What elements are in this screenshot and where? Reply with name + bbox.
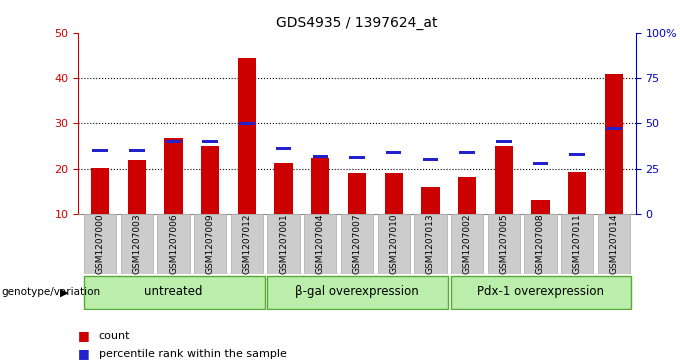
Bar bbox=[606, 127, 622, 130]
Bar bbox=[569, 153, 585, 156]
Bar bbox=[313, 155, 328, 158]
Bar bbox=[267, 214, 300, 274]
Bar bbox=[84, 214, 116, 274]
FancyBboxPatch shape bbox=[84, 276, 265, 309]
Text: untreated: untreated bbox=[144, 285, 203, 298]
Bar bbox=[165, 138, 183, 214]
Text: GSM1207005: GSM1207005 bbox=[499, 214, 508, 274]
Text: β-gal overexpression: β-gal overexpression bbox=[295, 285, 419, 298]
Text: ▶: ▶ bbox=[61, 287, 69, 297]
Text: GSM1207006: GSM1207006 bbox=[169, 214, 178, 274]
Bar bbox=[311, 158, 330, 214]
Text: GSM1207000: GSM1207000 bbox=[96, 214, 105, 274]
Bar bbox=[531, 200, 549, 214]
Bar bbox=[377, 214, 410, 274]
Bar bbox=[348, 174, 366, 214]
Bar bbox=[341, 214, 373, 274]
Text: GSM1207012: GSM1207012 bbox=[243, 214, 252, 274]
Bar bbox=[561, 214, 593, 274]
Text: GSM1207007: GSM1207007 bbox=[352, 214, 362, 274]
Bar bbox=[598, 214, 630, 274]
Bar bbox=[459, 151, 475, 154]
Text: ■: ■ bbox=[78, 347, 90, 360]
FancyBboxPatch shape bbox=[451, 276, 632, 309]
Text: GSM1207001: GSM1207001 bbox=[279, 214, 288, 274]
Bar bbox=[494, 146, 513, 214]
Text: GSM1207014: GSM1207014 bbox=[609, 214, 618, 274]
FancyBboxPatch shape bbox=[267, 276, 448, 309]
Bar bbox=[605, 73, 623, 214]
Bar bbox=[158, 214, 190, 274]
Text: Pdx-1 overexpression: Pdx-1 overexpression bbox=[477, 285, 604, 298]
Text: GSM1207002: GSM1207002 bbox=[462, 214, 471, 274]
Bar bbox=[386, 151, 401, 154]
Bar bbox=[238, 58, 256, 214]
Bar bbox=[304, 214, 337, 274]
Bar bbox=[414, 214, 447, 274]
Bar bbox=[128, 160, 146, 214]
Bar bbox=[488, 214, 520, 274]
Bar bbox=[239, 122, 255, 125]
Text: count: count bbox=[99, 331, 130, 341]
Bar bbox=[496, 140, 511, 143]
Bar bbox=[384, 174, 403, 214]
Bar bbox=[451, 214, 483, 274]
Bar bbox=[129, 149, 145, 152]
Title: GDS4935 / 1397624_at: GDS4935 / 1397624_at bbox=[276, 16, 438, 30]
Text: ■: ■ bbox=[78, 329, 90, 342]
Bar bbox=[350, 156, 364, 159]
Text: GSM1207009: GSM1207009 bbox=[206, 214, 215, 274]
Bar bbox=[275, 163, 293, 214]
Bar bbox=[121, 214, 153, 274]
Text: genotype/variation: genotype/variation bbox=[1, 287, 101, 297]
Text: GSM1207003: GSM1207003 bbox=[133, 214, 141, 274]
Bar bbox=[568, 172, 586, 214]
Text: percentile rank within the sample: percentile rank within the sample bbox=[99, 349, 286, 359]
Text: GSM1207004: GSM1207004 bbox=[316, 214, 325, 274]
Bar bbox=[203, 140, 218, 143]
Bar bbox=[231, 214, 263, 274]
Bar bbox=[421, 187, 439, 214]
Bar bbox=[92, 149, 108, 152]
Bar bbox=[532, 162, 548, 165]
Text: GSM1207010: GSM1207010 bbox=[389, 214, 398, 274]
Text: GSM1207008: GSM1207008 bbox=[536, 214, 545, 274]
Text: GSM1207013: GSM1207013 bbox=[426, 214, 435, 274]
Text: GSM1207011: GSM1207011 bbox=[573, 214, 581, 274]
Bar bbox=[458, 177, 476, 214]
Bar bbox=[194, 214, 226, 274]
Bar bbox=[276, 147, 292, 150]
Bar bbox=[201, 146, 220, 214]
Bar bbox=[91, 168, 109, 214]
Bar bbox=[422, 158, 438, 161]
Bar bbox=[524, 214, 556, 274]
Bar bbox=[166, 140, 182, 143]
